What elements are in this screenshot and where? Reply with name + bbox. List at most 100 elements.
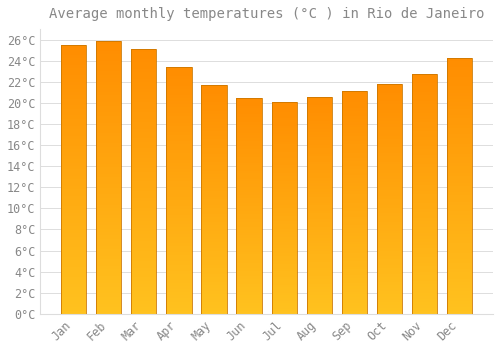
Bar xyxy=(202,219,226,222)
Bar xyxy=(412,119,438,122)
Bar xyxy=(166,237,192,240)
Bar xyxy=(166,184,192,187)
Bar xyxy=(342,155,367,158)
Bar xyxy=(272,118,297,120)
Bar xyxy=(342,275,367,278)
Bar xyxy=(447,103,472,106)
Title: Average monthly temperatures (°C ) in Rio de Janeiro: Average monthly temperatures (°C ) in Ri… xyxy=(49,7,484,21)
Bar xyxy=(131,172,156,175)
Bar xyxy=(166,302,192,304)
Bar xyxy=(272,126,297,128)
Bar xyxy=(272,181,297,184)
Bar xyxy=(236,184,262,187)
Bar xyxy=(272,205,297,208)
Bar xyxy=(447,186,472,189)
Bar xyxy=(96,170,122,174)
Bar xyxy=(236,114,262,117)
Bar xyxy=(61,99,86,102)
Bar xyxy=(166,138,192,141)
Bar xyxy=(96,293,122,297)
Bar xyxy=(236,287,262,289)
Bar xyxy=(342,267,367,270)
Bar xyxy=(342,141,367,144)
Bar xyxy=(377,208,402,210)
Bar xyxy=(96,287,122,290)
Bar xyxy=(342,253,367,256)
Bar xyxy=(342,113,367,116)
Bar xyxy=(342,208,367,211)
Bar xyxy=(131,76,156,79)
Bar xyxy=(96,78,122,82)
Bar xyxy=(96,126,122,130)
Bar xyxy=(377,222,402,225)
Bar xyxy=(96,211,122,215)
Bar xyxy=(412,128,438,131)
Bar xyxy=(412,167,438,170)
Bar xyxy=(96,259,122,262)
Bar xyxy=(236,98,262,100)
Bar xyxy=(96,252,122,256)
Bar xyxy=(377,179,402,182)
Bar xyxy=(166,283,192,286)
Bar xyxy=(306,192,332,194)
Bar xyxy=(61,253,86,257)
Bar xyxy=(306,197,332,200)
Bar xyxy=(412,86,438,89)
Bar xyxy=(342,256,367,258)
Bar xyxy=(202,93,226,96)
Bar xyxy=(412,287,438,290)
Bar xyxy=(166,271,192,274)
Bar xyxy=(131,96,156,99)
Bar xyxy=(306,224,332,227)
Bar xyxy=(96,310,122,314)
Bar xyxy=(306,238,332,240)
Bar xyxy=(342,111,367,113)
Bar xyxy=(272,282,297,285)
Bar xyxy=(306,148,332,151)
Bar xyxy=(272,179,297,181)
Bar xyxy=(412,152,438,155)
Bar xyxy=(447,106,472,109)
Bar xyxy=(202,111,226,114)
Bar xyxy=(306,251,332,254)
Bar xyxy=(166,212,192,215)
Bar xyxy=(61,122,86,126)
Bar xyxy=(236,219,262,222)
Bar xyxy=(131,89,156,92)
Bar xyxy=(236,284,262,287)
Bar xyxy=(236,127,262,130)
Bar xyxy=(412,257,438,260)
Bar xyxy=(236,141,262,144)
Bar xyxy=(236,198,262,200)
Bar xyxy=(412,191,438,194)
Bar xyxy=(447,285,472,288)
Bar xyxy=(412,221,438,224)
Bar xyxy=(306,230,332,232)
Bar xyxy=(306,200,332,203)
Bar xyxy=(202,305,226,308)
Bar xyxy=(272,266,297,269)
Bar xyxy=(342,122,367,125)
Bar xyxy=(306,167,332,170)
Bar xyxy=(96,229,122,232)
Bar xyxy=(272,110,297,112)
Bar xyxy=(131,258,156,261)
Bar xyxy=(377,257,402,259)
Bar xyxy=(272,131,297,134)
Bar xyxy=(342,205,367,208)
Bar xyxy=(272,287,297,290)
Bar xyxy=(131,254,156,258)
Bar xyxy=(447,70,472,74)
Bar xyxy=(272,242,297,245)
Bar xyxy=(236,117,262,119)
Bar xyxy=(306,173,332,175)
Bar xyxy=(131,244,156,248)
Bar xyxy=(412,95,438,98)
Bar xyxy=(236,298,262,300)
Bar xyxy=(166,73,192,76)
Bar xyxy=(342,217,367,219)
Bar xyxy=(61,153,86,156)
Bar xyxy=(61,280,86,284)
Bar xyxy=(447,96,472,99)
Bar xyxy=(412,80,438,83)
